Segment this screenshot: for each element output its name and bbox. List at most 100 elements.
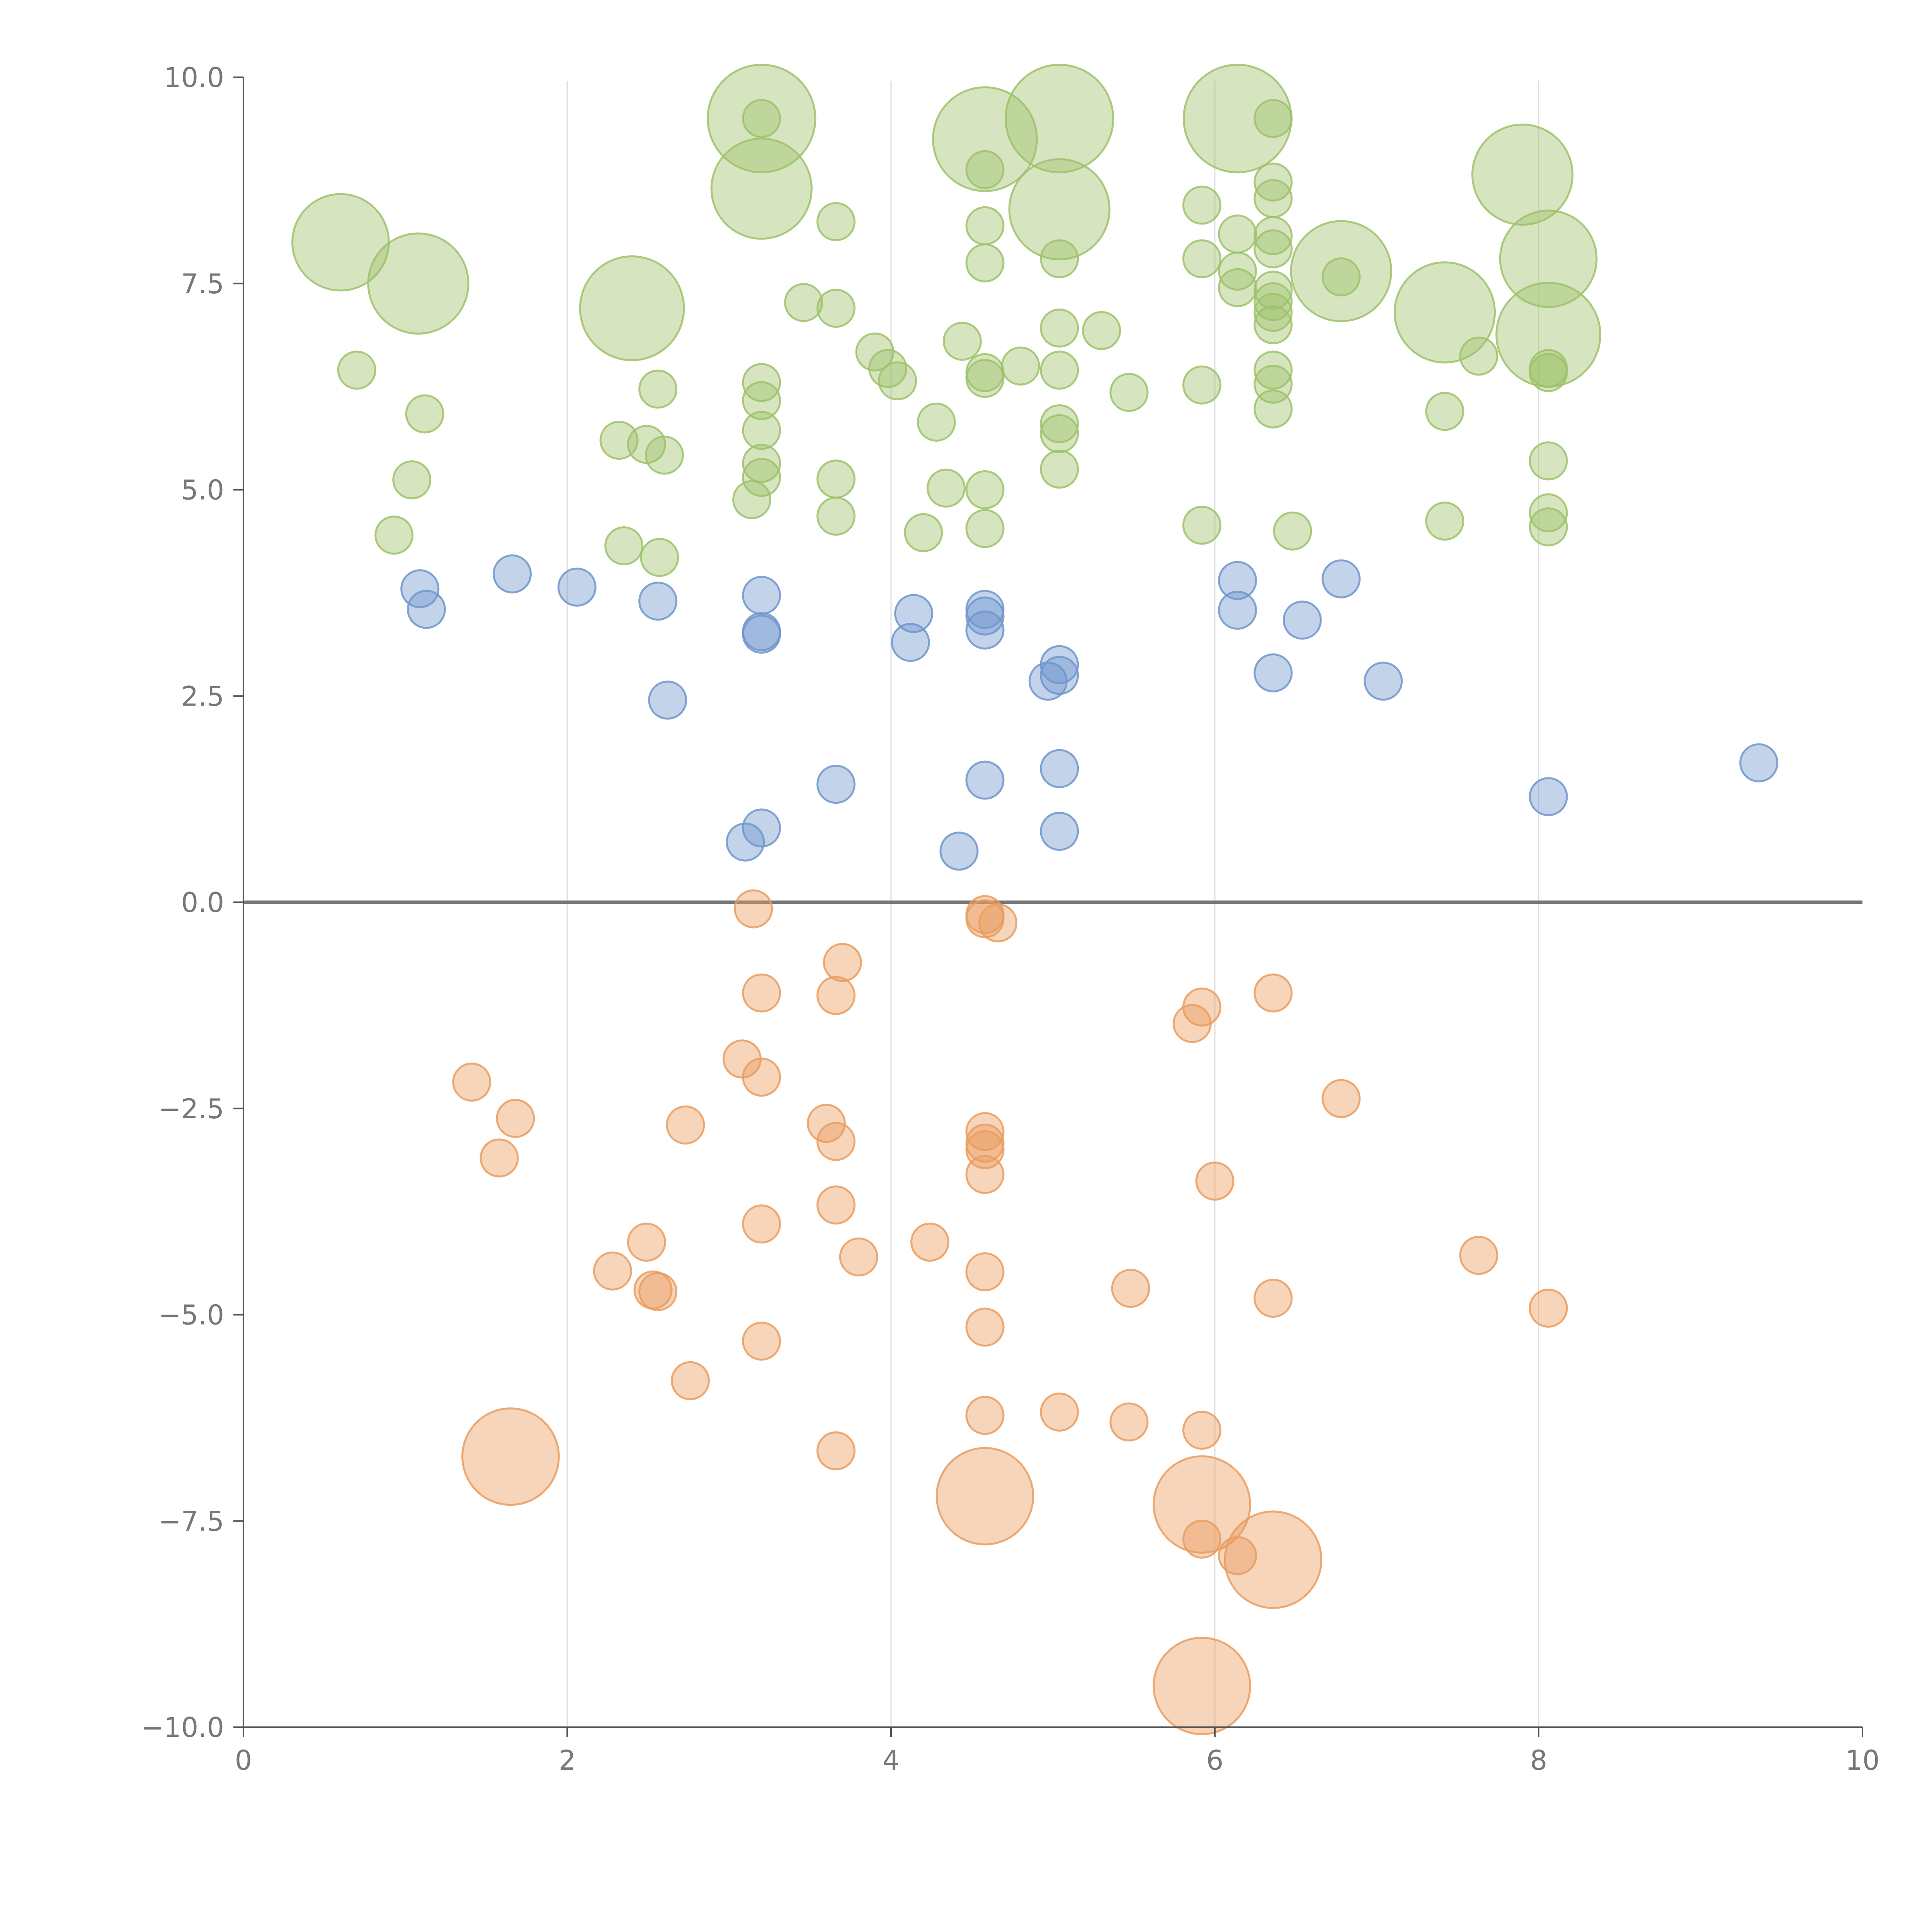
bubble-top-61: [1253, 99, 1293, 138]
bubble-top-64: [1253, 216, 1293, 255]
bubble-middle-10: [742, 808, 781, 848]
bubble-bottom-1: [742, 973, 781, 1013]
axes: 0 2 4 6 8 10 10.0 7.5 5.0 2.5 0.0 −2.5 −5.0 −7.5 −10.0: [141, 62, 1879, 1776]
bubble-top-12: [640, 538, 679, 577]
bubble-middle-16: [965, 610, 1005, 650]
bubble-middle-11: [726, 822, 765, 862]
bubble-middle-12: [894, 594, 934, 633]
bubble-top-80: [1471, 123, 1574, 226]
y-tick-label-1: 7.5: [181, 268, 224, 300]
y-tick-label-8: −10.0: [141, 1712, 224, 1743]
bubble-top-42: [1001, 346, 1040, 386]
bubble-bottom-10: [1172, 1004, 1212, 1043]
bubble-bottom-37: [742, 1321, 781, 1361]
bubble-middle-18: [939, 832, 979, 871]
bubble-top-11: [604, 526, 644, 566]
bubble-top-58: [1218, 214, 1257, 254]
bubble-middle-17: [965, 760, 1005, 800]
bubble-bottom-3: [816, 976, 856, 1015]
bubble-top-23: [742, 457, 781, 497]
bubble-top-26: [816, 497, 856, 536]
bubble-top-87: [1529, 507, 1568, 547]
bubble-top-34: [932, 86, 1038, 192]
bubble-middle-29: [1364, 662, 1403, 701]
bubble-top-40: [965, 470, 1005, 509]
bubble-top-22: [742, 444, 781, 483]
bubble-top-27: [855, 332, 895, 372]
bubble-top-14: [710, 138, 813, 240]
bubble-top-79: [1425, 502, 1464, 541]
bubble-layer: [291, 64, 1779, 1735]
bubble-top-51: [1082, 311, 1121, 350]
y-tick-label-7: −7.5: [158, 1505, 224, 1537]
bubble-top-56: [1182, 505, 1221, 545]
bubble-top-10: [638, 369, 678, 409]
bubble-top-31: [917, 402, 956, 442]
bubble-top-9: [645, 435, 684, 475]
bubble-top-3: [405, 394, 444, 434]
bubble-bottom-29: [638, 1272, 678, 1311]
bubble-top-55: [1182, 365, 1221, 405]
bubble-bottom-32: [965, 1252, 1005, 1291]
bubble-top-73: [1273, 511, 1312, 551]
bubble-top-43: [1005, 64, 1114, 173]
x-tick-label-0: 0: [235, 1745, 252, 1776]
bubble-top-74: [1290, 220, 1392, 322]
bubble-middle-28: [1321, 559, 1361, 599]
bubble-middle-1: [406, 590, 446, 629]
bubble-bottom-43: [1182, 1410, 1221, 1450]
bubble-top-63: [1253, 179, 1293, 218]
bubble-top-4: [392, 460, 432, 500]
bubble-top-24: [732, 480, 772, 519]
y-tick-label-4: 0.0: [181, 887, 224, 918]
bubble-bottom-40: [965, 1396, 1005, 1435]
bubble-top-2: [337, 350, 376, 390]
bubble-top-84: [1529, 353, 1568, 392]
bubble-bottom-45: [461, 1407, 560, 1506]
bubble-top-86: [1529, 493, 1568, 532]
bubble-top-20: [742, 381, 781, 420]
bubble-middle-21: [1040, 656, 1079, 695]
bubble-bottom-47: [1153, 1455, 1251, 1554]
bubble-bottom-5: [742, 1058, 781, 1097]
bubble-middle-31: [1739, 743, 1779, 782]
bubble-top-65: [1253, 229, 1293, 269]
bubble-top-17: [784, 283, 823, 322]
bubble-top-29: [878, 361, 917, 401]
bubble-bottom-23: [1321, 1079, 1361, 1118]
bubble-top-1: [367, 232, 469, 335]
bubble-top-45: [1040, 239, 1079, 279]
bubble-top-54: [1182, 239, 1221, 279]
bubble-top-25: [816, 459, 856, 499]
bubble-top-70: [1253, 350, 1293, 390]
bubble-top-77: [1459, 337, 1498, 376]
bubble-top-6: [579, 255, 685, 361]
bubble-top-52: [1109, 373, 1149, 412]
bubble-top-18: [816, 289, 856, 328]
bubble-bottom-41: [1040, 1392, 1079, 1432]
bubble-bottom-11: [1253, 973, 1293, 1013]
bubble-middle-20: [1040, 645, 1079, 684]
bubble-top-60: [1218, 268, 1257, 307]
bubble-bottom-39: [965, 1308, 1005, 1347]
bubble-top-33: [904, 513, 943, 553]
bubble-bottom-44: [816, 1431, 856, 1471]
bubble-top-75: [1321, 257, 1361, 297]
bubble-top-30: [942, 321, 982, 361]
bubble-top-53: [1182, 185, 1221, 225]
y-tick-label-3: 2.5: [181, 680, 224, 712]
bubble-middle-6: [742, 576, 781, 615]
bubble-middle-3: [557, 567, 597, 607]
bubble-top-76: [1393, 261, 1496, 364]
bubble-bottom-49: [1218, 1536, 1257, 1575]
bubble-bottom-15: [666, 1105, 705, 1145]
bubble-middle-27: [1253, 653, 1293, 692]
bubble-top-5: [374, 515, 414, 555]
bubble-middle-13: [891, 622, 930, 662]
bubble-middle-15: [965, 596, 1005, 636]
bubble-top-39: [965, 359, 1005, 398]
bubble-top-69: [1253, 305, 1293, 344]
bubble-middle-2: [493, 554, 532, 594]
bubble-middle-8: [742, 614, 781, 654]
